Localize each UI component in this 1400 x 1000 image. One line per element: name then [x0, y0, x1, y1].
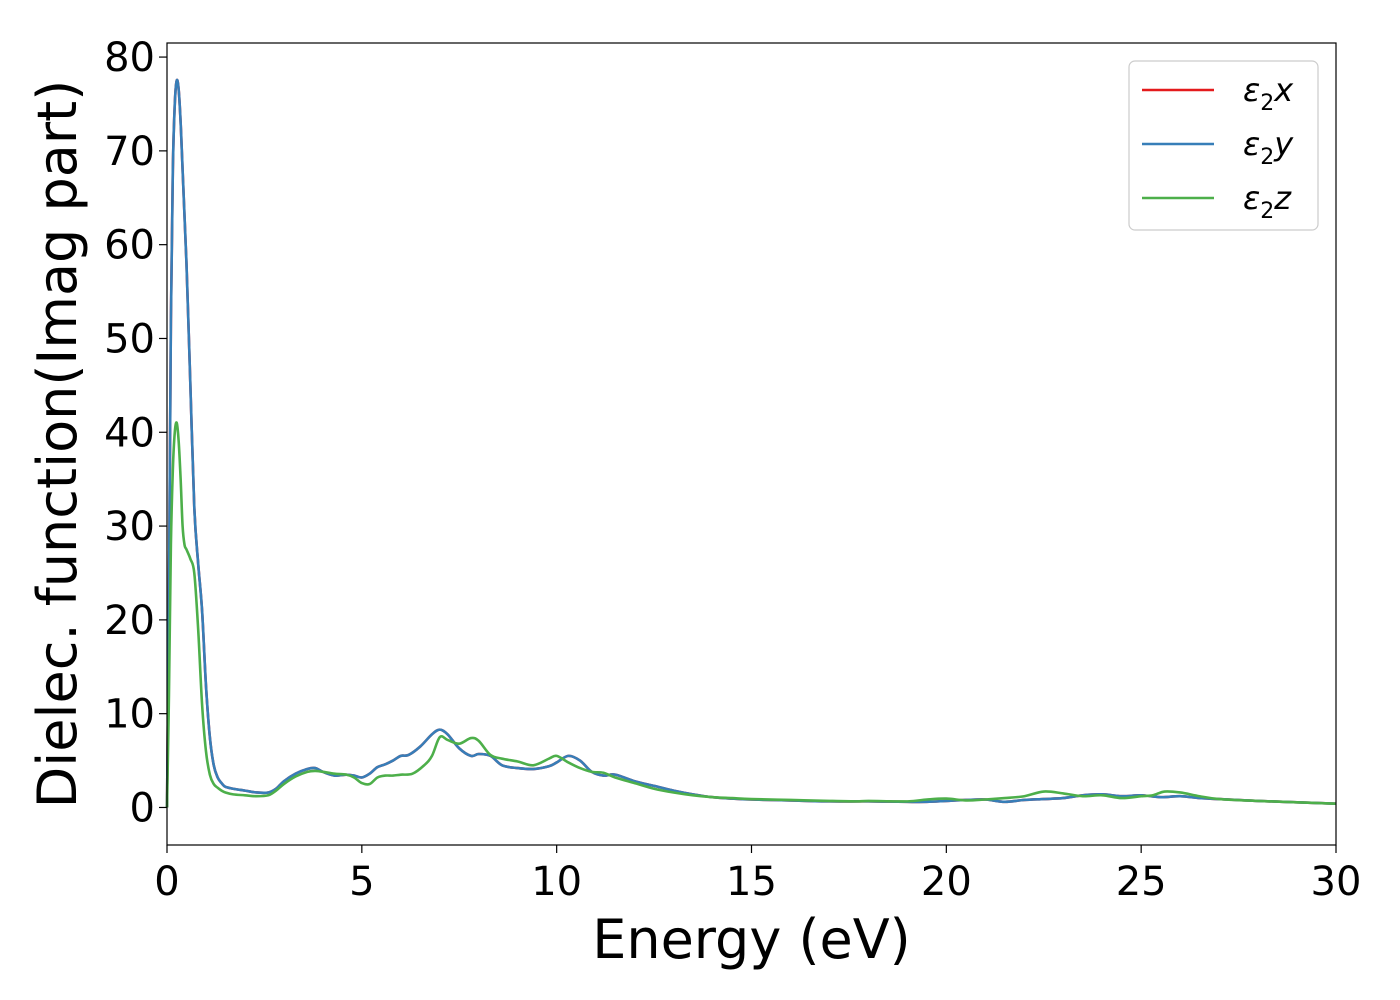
x-tick-label: 20 — [921, 859, 972, 905]
x-tick-label: 5 — [349, 859, 374, 905]
y-tick-label: 80 — [104, 35, 155, 81]
legend-component: y — [1273, 125, 1294, 163]
y-tick-label: 10 — [104, 692, 155, 738]
legend-label: ε2z — [1243, 179, 1292, 224]
legend-item-y: ε2y — [1142, 125, 1294, 170]
x-tick-label: 30 — [1311, 859, 1362, 905]
y-tick-label: 0 — [130, 785, 155, 831]
y-tick-label: 50 — [104, 316, 155, 362]
y-tick-label: 40 — [104, 410, 155, 456]
legend-item-x: ε2x — [1142, 71, 1294, 116]
x-tick-label: 0 — [154, 859, 179, 905]
legend-component: z — [1273, 179, 1292, 217]
y-axis: 0 10 20 30 40 50 60 70 80 — [104, 35, 167, 831]
legend-label: ε2x — [1243, 71, 1294, 116]
x-tick-label: 10 — [531, 859, 582, 905]
series-line-z — [165, 421, 1337, 808]
legend-item-z: ε2z — [1142, 179, 1292, 224]
legend-symbol: ε — [1243, 71, 1260, 109]
y-tick-label: 20 — [104, 598, 155, 644]
legend-symbol: ε — [1243, 125, 1260, 163]
legend-subscript: 2 — [1260, 145, 1274, 170]
legend-label: ε2y — [1243, 125, 1294, 170]
y-tick-label: 30 — [104, 504, 155, 550]
legend-subscript: 2 — [1260, 199, 1274, 224]
y-axis-title: Dielec. function(Imag part) — [26, 80, 89, 809]
x-tick-label: 15 — [726, 859, 777, 905]
x-axis: 0 5 10 15 20 25 30 — [154, 845, 1361, 905]
plot-frame — [166, 42, 1337, 846]
legend-subscript: 2 — [1260, 91, 1274, 116]
legend-symbol: ε — [1243, 179, 1260, 217]
y-tick-label: 60 — [104, 223, 155, 269]
y-tick-label: 70 — [104, 129, 155, 175]
x-axis-title: Energy (eV) — [592, 908, 911, 971]
legend-component: x — [1273, 71, 1294, 109]
x-tick-label: 25 — [1116, 859, 1167, 905]
series-layer — [165, 78, 1337, 808]
legend-box — [1128, 60, 1319, 231]
